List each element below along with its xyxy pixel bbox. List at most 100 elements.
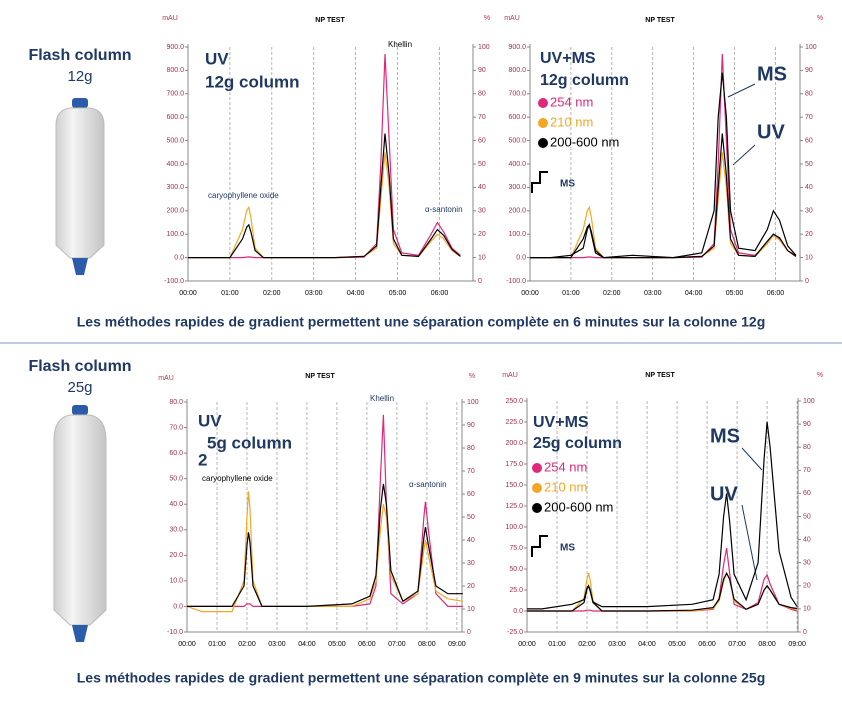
chart: NP TEST mAU % 00:00 01:00 02:00 03:00 04:00 05:0… [162,15,490,297]
y2-tick-label: 70 [805,114,813,121]
y-tick-label: 100.0 [505,524,523,531]
annotation: Khellin [388,40,412,49]
x-tick-label: 05:00 [668,641,686,648]
y-tick-label: 70.0 [169,424,183,431]
legend-label: 200-600 nm [550,134,619,149]
y-tick-label: 50.0 [169,476,183,483]
x-tick-label: 01:00 [208,641,226,648]
annotation: UV [757,121,785,143]
annotation: 12g column [540,72,629,89]
y-tick-label: 20.0 [169,552,183,559]
y-tick-label: 700.0 [166,91,184,98]
y-tick-label: 400.0 [508,161,526,168]
annotation: 2 [198,450,207,469]
chart-title: NP TEST [645,17,675,24]
x-tick-label: 00:00 [178,641,196,648]
y-tick-label: -25.0 [507,629,523,636]
x-tick-label: 07:00 [388,641,406,648]
y-tick-label: 40.0 [169,501,183,508]
y2-axis-label: % [469,373,475,380]
x-tick-label: 05:00 [389,290,407,297]
annotation: caryophyllene oxide [208,191,279,200]
x-tick-label: 03:00 [268,641,286,648]
y2-tick-label: 70 [478,114,486,121]
series-line [186,491,463,613]
y-tick-label: 75.0 [509,545,523,552]
y2-axis-label: % [817,372,823,379]
y2-tick-label: 0 [803,629,807,636]
y-tick-label: 200.0 [508,208,526,215]
annotation: caryophyllene oxide [202,474,273,483]
y2-tick-label: 50 [805,161,813,168]
series-line [530,72,797,259]
y2-tick-label: 40 [467,537,475,544]
y-tick-label: 300.0 [508,184,526,191]
x-tick-label: 03:00 [305,290,323,297]
y2-tick-label: 100 [803,398,815,405]
y-tick-label: 225.0 [505,419,523,426]
y2-tick-label: 60 [478,137,486,144]
y-tick-label: 200.0 [166,208,184,215]
y2-tick-label: 20 [803,583,811,590]
y2-tick-label: 50 [803,513,811,520]
x-tick-label: 08:00 [758,641,776,648]
y2-tick-label: 50 [467,514,475,521]
x-tick-label: 04:00 [298,641,316,648]
x-tick-label: 00:00 [518,641,536,648]
y-tick-label: 500.0 [508,137,526,144]
y2-tick-label: 70 [467,468,475,475]
y2-tick-label: 80 [805,91,813,98]
x-tick-label: 02:00 [263,290,281,297]
x-tick-label: 03:00 [644,290,662,297]
x-tick-label: 02:00 [238,641,256,648]
y2-tick-label: 20 [478,231,486,238]
y-tick-label: 800.0 [508,67,526,74]
legend-label: 210 nm [550,114,593,129]
y2-tick-label: 90 [805,67,813,74]
caption: Les méthodes rapides de gradient permett… [77,314,766,330]
y-tick-label: 60.0 [169,450,183,457]
series-line [527,421,798,610]
y-tick-label: 80.0 [169,399,183,406]
section-size: 25g [67,379,92,396]
legend-label: 254 nm [550,94,593,109]
y-tick-label: 0.0 [516,254,526,261]
annotation: 12g column [205,72,299,91]
y-axis-label: mAU [162,15,178,22]
y2-tick-label: 60 [805,137,813,144]
x-tick-label: 08:00 [418,641,436,648]
x-tick-label: 05:00 [726,290,744,297]
y-tick-label: 0.0 [173,603,183,610]
y2-tick-label: 90 [478,67,486,74]
y2-tick-label: 30 [467,560,475,567]
series-line [188,152,461,259]
annotation: α-santonin [409,480,447,489]
y-axis-label: mAU [504,15,520,22]
y-axis-label: mAU [158,375,174,382]
series-line [530,133,797,259]
y-tick-label: 0.0 [174,254,184,261]
annotation: UV+MS [533,414,589,431]
x-tick-label: 01:00 [548,641,566,648]
y2-tick-label: 70 [803,467,811,474]
annotation: UV [205,49,229,68]
y2-tick-label: 80 [478,91,486,98]
y-tick-label: 300.0 [166,184,184,191]
x-tick-label: 06:00 [431,290,449,297]
y2-tick-label: 10 [803,606,811,613]
x-tick-label: 02:00 [603,290,621,297]
x-tick-label: 09:00 [788,641,806,648]
annotation: UV [198,411,222,430]
y-tick-label: 0.0 [513,608,523,615]
y2-tick-label: 0 [805,278,809,285]
series-line [187,414,463,607]
y-tick-label: 600.0 [508,114,526,121]
y2-tick-label: 80 [803,444,811,451]
y2-tick-label: 90 [803,421,811,428]
y2-tick-label: 10 [467,606,475,613]
legend-marker [538,98,548,108]
annotation: MS [757,63,787,85]
ms-step-icon [531,171,548,557]
legend-marker [532,463,542,473]
series-line [188,53,461,259]
